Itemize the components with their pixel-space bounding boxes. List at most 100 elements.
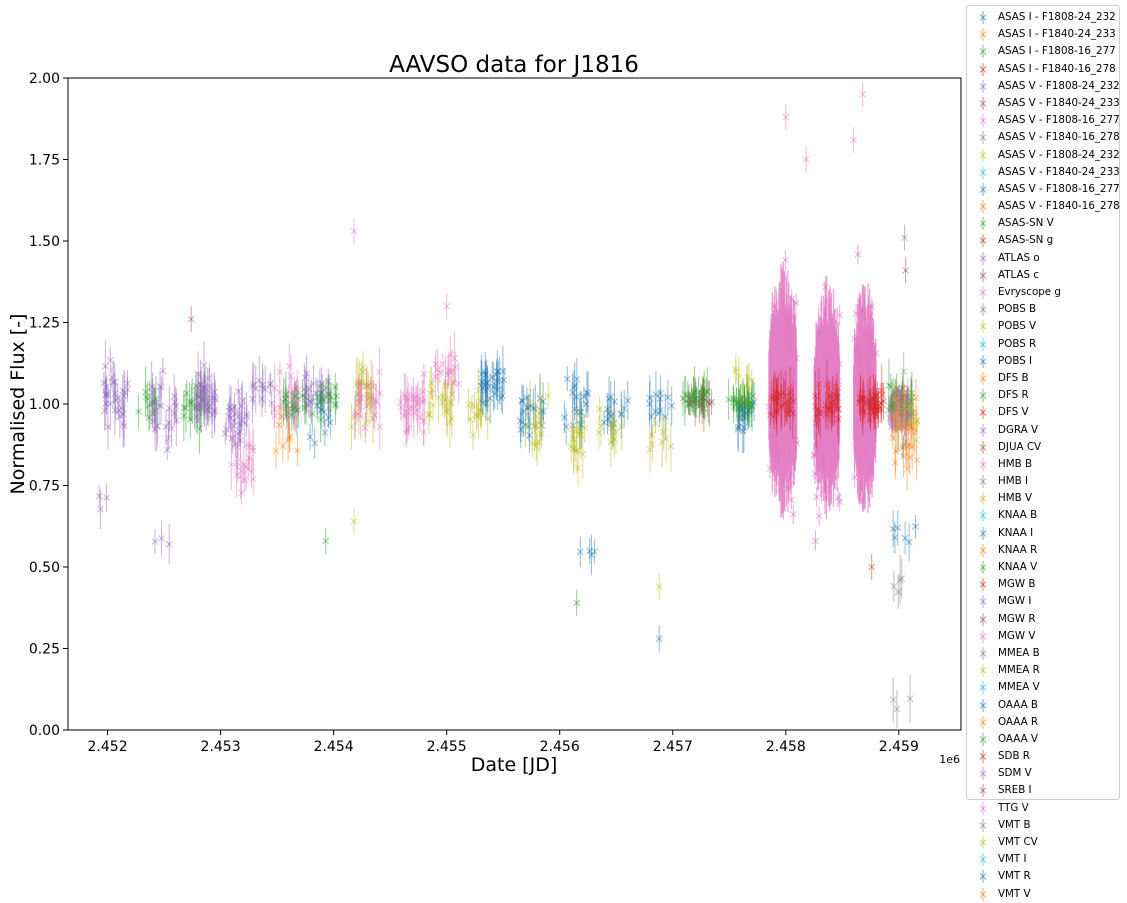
- data-point: [119, 399, 127, 448]
- data-point: [700, 378, 707, 418]
- data-point: [646, 381, 653, 427]
- data-point: [789, 381, 797, 422]
- dense-point: [833, 447, 841, 468]
- legend-marker-icon: [979, 475, 987, 489]
- legend-label: ASAS V - F1840-24_233: [998, 96, 1120, 109]
- data-point: [581, 414, 589, 443]
- data-point: [735, 356, 743, 397]
- y-tick-label: 0.25: [29, 642, 60, 658]
- data-point: [573, 409, 580, 454]
- data-point: [259, 362, 266, 408]
- data-point: [277, 395, 284, 421]
- data-point: [355, 383, 363, 423]
- data-point: [466, 405, 474, 434]
- legend-marker-icon: [979, 182, 987, 196]
- dense-point: [861, 441, 869, 462]
- data-point: [211, 393, 219, 432]
- data-point: [301, 366, 309, 389]
- legend-label: HMB I: [998, 475, 1029, 488]
- legend-marker-icon: [979, 406, 987, 420]
- data-point: [438, 390, 446, 416]
- data-point: [835, 393, 842, 446]
- legend-entry: MGW V: [967, 628, 1119, 645]
- data-point: [145, 403, 153, 432]
- legend-marker-icon: [979, 303, 987, 317]
- legend-marker-icon: [979, 664, 987, 678]
- dense-point: [813, 486, 821, 507]
- data-point: [609, 423, 616, 451]
- legend-entry: ASAS I - F1808-16_277: [967, 43, 1119, 60]
- data-point: [743, 365, 750, 409]
- legend-label: POBS R: [998, 337, 1037, 350]
- legend-entry: ASAS V - F1808-16_277: [967, 181, 1120, 198]
- data-point: [290, 392, 298, 424]
- dense-point: [792, 430, 800, 451]
- legend-entry: ATLAS c: [967, 267, 1119, 284]
- legend-marker-icon: [979, 750, 987, 764]
- y-tick-label: 2.00: [29, 71, 60, 87]
- legend-entry: ATLAS o: [967, 250, 1119, 267]
- outlier-point: [868, 553, 876, 581]
- y-tick-label: 0.75: [29, 479, 60, 495]
- outlier-point: [350, 218, 358, 245]
- data-point: [153, 401, 161, 452]
- data-point: [834, 387, 841, 409]
- data-point: [428, 366, 435, 400]
- legend-marker-icon: [979, 698, 987, 712]
- dense-point: [836, 353, 843, 374]
- legend-marker-icon: [979, 492, 987, 506]
- legend-label: MGW I: [998, 595, 1032, 608]
- data-point: [268, 391, 275, 416]
- dense-point: [789, 504, 797, 525]
- data-point: [777, 383, 785, 432]
- data-point: [420, 374, 428, 426]
- data-point: [901, 521, 909, 555]
- legend-marker-icon: [979, 818, 987, 832]
- data-point: [162, 408, 170, 445]
- legend-marker-icon: [979, 457, 987, 471]
- legend-entry: VMT V: [967, 886, 1119, 903]
- legend-marker-icon: [979, 234, 987, 248]
- data-point: [698, 385, 706, 424]
- data-point: [750, 382, 758, 422]
- data-point: [531, 402, 538, 451]
- legend-entry: ASAS I - F1840-24_233: [967, 26, 1119, 43]
- data-point: [662, 415, 670, 463]
- dense-point: [788, 489, 795, 510]
- legend-marker-icon: [979, 200, 987, 214]
- legend-marker-icon: [979, 646, 987, 660]
- legend-label: VMT R: [998, 870, 1031, 883]
- data-point: [283, 387, 291, 423]
- legend-marker-icon: [979, 423, 987, 437]
- data-point: [691, 377, 699, 427]
- legend-label: POBS B: [998, 303, 1037, 316]
- outlier-point: [902, 257, 909, 284]
- outlier-point: [901, 224, 908, 251]
- data-point: [352, 391, 359, 439]
- outlier-point: [322, 527, 330, 554]
- data-point: [745, 362, 753, 412]
- data-point: [736, 403, 743, 432]
- dense-point: [786, 324, 793, 345]
- data-point: [732, 359, 740, 384]
- dense-point: [790, 306, 798, 327]
- data-point: [193, 388, 201, 424]
- data-point: [493, 350, 501, 394]
- data-point: [455, 362, 463, 406]
- legend-label: MGW B: [998, 578, 1036, 591]
- data-point: [416, 401, 424, 433]
- legend-label: ASAS V - F1808-16_277: [998, 114, 1120, 127]
- data-point: [658, 416, 666, 468]
- x-tick-label: 2.457: [653, 739, 693, 755]
- legend-marker-icon: [979, 629, 987, 643]
- data-point: [376, 377, 384, 409]
- dense-point: [766, 458, 774, 479]
- data-point: [436, 362, 444, 383]
- legend-label: ASAS V - F1808-24_232: [998, 148, 1120, 161]
- data-point: [591, 539, 599, 564]
- y-tick-label: 1.00: [29, 397, 60, 413]
- data-point: [912, 378, 920, 418]
- data-point: [317, 390, 325, 430]
- data-point: [198, 369, 206, 416]
- data-point: [322, 377, 330, 398]
